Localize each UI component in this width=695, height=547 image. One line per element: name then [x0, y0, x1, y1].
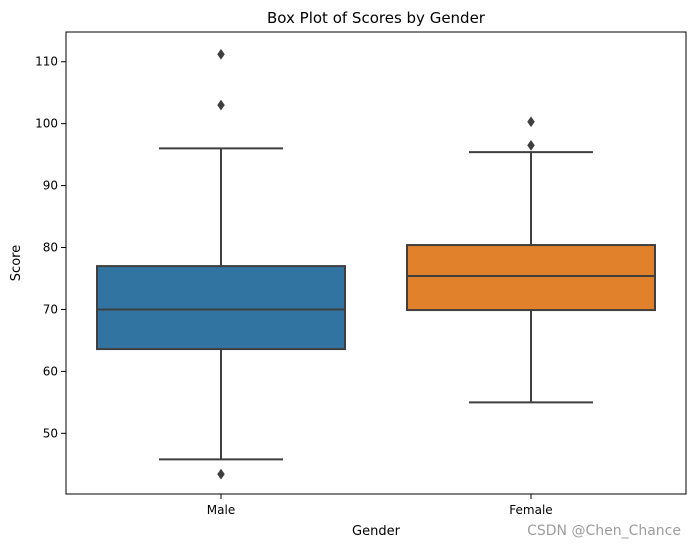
y-tick-label: 80 — [43, 241, 58, 255]
watermark: CSDN @Chen_Chance — [527, 523, 681, 539]
female-box — [406, 244, 656, 312]
y-tick-label: 110 — [35, 55, 58, 69]
y-tick-label: 50 — [43, 426, 58, 440]
x-tick-label: Male — [207, 503, 235, 517]
x-tick-label: Female — [509, 503, 552, 517]
male-outlier-marker — [217, 99, 225, 111]
chart-title: Box Plot of Scores by Gender — [267, 9, 486, 27]
plot-frame — [65, 31, 687, 495]
y-tick-label: 90 — [43, 179, 58, 193]
x-axis-label: Gender — [352, 524, 401, 539]
y-tick-label: 60 — [43, 364, 58, 378]
female-outlier-marker — [527, 139, 535, 151]
male-outlier-marker — [217, 468, 225, 480]
female-outlier-marker — [527, 116, 535, 128]
male-box — [96, 265, 346, 351]
plot-area: 50 60 70 80 90 100 110 Male Female — [35, 31, 687, 517]
y-axis-label: Score — [9, 245, 24, 281]
y-tick-label: 70 — [43, 302, 58, 316]
male-outlier-marker — [217, 48, 225, 60]
y-tick-label: 100 — [35, 117, 58, 131]
